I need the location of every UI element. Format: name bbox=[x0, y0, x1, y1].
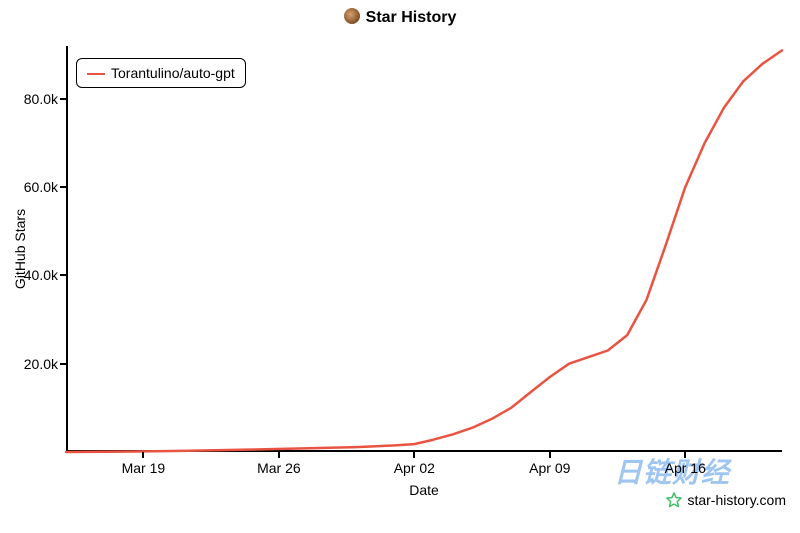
y-tick-label: 40.0k bbox=[16, 267, 58, 283]
x-tick-label: Apr 02 bbox=[394, 460, 435, 476]
x-axis-label: Date bbox=[409, 482, 439, 498]
x-tick bbox=[549, 452, 551, 458]
chart-title-text: Star History bbox=[366, 9, 457, 26]
x-tick bbox=[684, 452, 686, 458]
x-tick-label: Apr 16 bbox=[665, 460, 706, 476]
y-tick bbox=[60, 274, 66, 276]
avatar-icon bbox=[344, 8, 360, 24]
chart-container: Star History GitHub Stars Date Torantuli… bbox=[0, 0, 800, 533]
footer-text: star-history.com bbox=[687, 492, 786, 508]
y-tick bbox=[60, 98, 66, 100]
legend-label: Torantulino/auto-gpt bbox=[111, 65, 235, 81]
x-tick-label: Apr 09 bbox=[529, 460, 570, 476]
x-tick bbox=[413, 452, 415, 458]
chart-title: Star History bbox=[0, 8, 800, 27]
line-series-svg bbox=[66, 46, 782, 452]
plot-area bbox=[66, 46, 782, 452]
y-tick-label: 80.0k bbox=[16, 91, 58, 107]
footer: star-history.com bbox=[665, 491, 786, 509]
series-line bbox=[66, 50, 782, 452]
legend: Torantulino/auto-gpt bbox=[76, 58, 246, 88]
y-tick bbox=[60, 363, 66, 365]
legend-item: Torantulino/auto-gpt bbox=[87, 65, 235, 81]
x-tick-label: Mar 26 bbox=[257, 460, 301, 476]
y-tick-label: 20.0k bbox=[16, 356, 58, 372]
x-tick bbox=[278, 452, 280, 458]
x-tick bbox=[142, 452, 144, 458]
star-icon bbox=[665, 491, 683, 509]
legend-swatch bbox=[87, 73, 105, 75]
y-tick bbox=[60, 186, 66, 188]
y-tick-label: 60.0k bbox=[16, 179, 58, 195]
x-tick-label: Mar 19 bbox=[122, 460, 166, 476]
